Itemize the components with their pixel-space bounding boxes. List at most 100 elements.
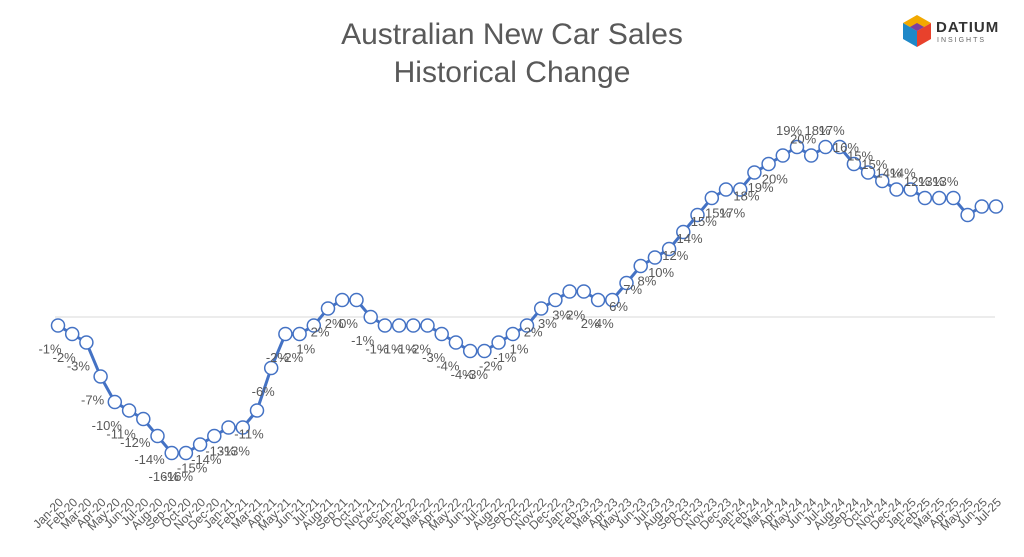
data-label: 4% (595, 316, 614, 331)
x-axis-tick-labels: Jan-20Feb-20Mar-20Apr-20May-20Jun-20Jul-… (30, 495, 1004, 533)
data-label: 18% (733, 189, 759, 204)
data-label: 15% (705, 206, 731, 221)
data-label: 20% (790, 132, 816, 147)
data-point-Sep-24 (846, 156, 862, 172)
data-label: 14% (676, 231, 702, 246)
data-label: 13% (932, 174, 958, 189)
data-label: -3% (422, 350, 446, 365)
data-label: -2% (479, 359, 503, 374)
data-point-Dec-23 (718, 182, 734, 197)
data-label: 2% (581, 316, 600, 331)
data-point-Feb-21 (235, 420, 251, 435)
data-label: 15% (847, 149, 873, 164)
data-point-Feb-22 (406, 318, 421, 333)
data-label: -2% (280, 350, 304, 365)
data-label: -13% (205, 444, 236, 459)
data-point-Jan-21 (221, 420, 236, 435)
data-point-Oct-21 (349, 292, 364, 308)
data-label: 18% (804, 123, 830, 138)
data-label: 19% (776, 123, 802, 138)
data-point-Jul-23 (647, 250, 663, 265)
data-point-Sep-23 (676, 224, 691, 240)
data-point-May-23 (619, 275, 634, 291)
data-point-Jun-21 (292, 326, 307, 342)
data-point-Oct-22 (519, 318, 535, 333)
data-label: -16% (149, 469, 180, 484)
data-labels: -1%-2%-3%-7%-10%-11%-12%-14%-16%-16%-15%… (38, 123, 958, 484)
data-label: 3% (552, 308, 571, 323)
data-point-Jul-25 (988, 199, 1004, 214)
datium-logo: DATIUM INSIGHTS (902, 14, 1020, 54)
chart-title-line-1: Australian New Car Sales (341, 18, 683, 51)
data-label: -1% (365, 342, 389, 357)
data-label: 12% (904, 174, 930, 189)
data-label: -1% (493, 350, 517, 365)
data-label: 8% (638, 274, 657, 289)
data-point-Jun-23 (633, 258, 648, 274)
data-point-Feb-24 (747, 165, 762, 180)
data-point-Feb-20 (64, 326, 80, 342)
data-label: -1% (394, 342, 418, 357)
data-point-Jun-22 (462, 343, 478, 359)
data-point-Mar-25 (931, 190, 947, 206)
data-label: 10% (648, 265, 674, 280)
data-label: -1% (351, 333, 375, 348)
data-point-Sep-21 (334, 292, 350, 308)
data-label: -11% (234, 427, 264, 442)
data-label: 2% (325, 316, 344, 331)
data-label: 7% (623, 282, 642, 297)
data-label: 15% (691, 214, 717, 229)
data-label: 14% (890, 166, 916, 181)
data-point-Aug-20 (150, 428, 165, 444)
data-point-Jan-25 (903, 182, 918, 197)
data-label: 1% (296, 342, 315, 357)
data-label: 15% (861, 157, 887, 172)
data-label: -2% (408, 342, 432, 357)
data-label: -1% (380, 342, 404, 357)
data-point-Jul-21 (306, 318, 322, 333)
data-label: -6% (252, 384, 276, 399)
data-label: 17% (819, 123, 845, 138)
series-line-group (57, 145, 996, 455)
data-point-Jul-24 (818, 139, 833, 155)
data-point-Jun-25 (974, 199, 990, 214)
data-point-Dec-21 (377, 318, 393, 333)
data-point-Jun-20 (121, 403, 137, 418)
data-label: 13% (918, 174, 944, 189)
data-point-May-24 (789, 139, 805, 155)
data-label: 12% (662, 248, 688, 263)
data-label: -4% (451, 367, 475, 382)
data-point-Jan-22 (391, 318, 407, 333)
data-label: 1% (510, 342, 529, 357)
data-label: -13% (220, 444, 251, 459)
data-point-May-20 (107, 394, 123, 410)
data-point-Feb-23 (576, 284, 592, 299)
data-label: -14% (134, 452, 165, 467)
data-label: 3% (538, 316, 557, 331)
data-label: -3% (67, 359, 91, 374)
data-point-May-21 (278, 326, 293, 342)
data-point-Mar-21 (249, 403, 265, 418)
data-point-Nov-24 (875, 173, 890, 189)
data-label: -11% (106, 427, 136, 442)
data-label: -2% (53, 350, 77, 365)
logo-name: DATIUM (936, 19, 1000, 36)
data-point-Aug-22 (491, 335, 506, 350)
data-point-Mar-20 (79, 335, 94, 350)
data-label: 2% (524, 325, 543, 340)
data-point-Oct-24 (860, 165, 876, 180)
data-label: -7% (81, 393, 105, 408)
data-point-Apr-20 (93, 369, 108, 384)
data-point-Aug-23 (661, 241, 677, 257)
data-label: -4% (436, 359, 460, 374)
data-point-May-25 (960, 207, 975, 223)
data-point-Nov-20 (192, 437, 208, 452)
data-point-Jan-20 (50, 318, 66, 333)
data-point-Jul-22 (477, 343, 492, 359)
data-label: 0% (339, 316, 358, 331)
data-point-Oct-20 (178, 445, 194, 461)
data-point-Nov-22 (533, 301, 549, 316)
data-label: 17% (719, 206, 745, 221)
data-label: 6% (609, 299, 628, 314)
